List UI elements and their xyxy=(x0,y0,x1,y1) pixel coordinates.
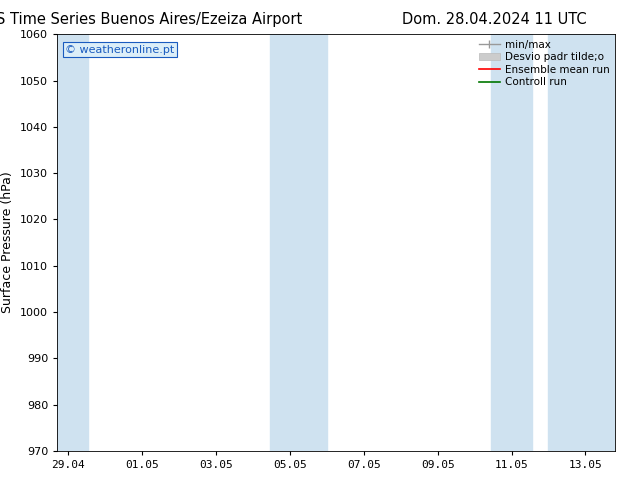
Text: Dom. 28.04.2024 11 UTC: Dom. 28.04.2024 11 UTC xyxy=(402,12,587,27)
Bar xyxy=(269,34,327,451)
Text: © weatheronline.pt: © weatheronline.pt xyxy=(65,45,175,55)
Bar xyxy=(548,34,615,451)
Text: ENS Time Series Buenos Aires/Ezeiza Airport: ENS Time Series Buenos Aires/Ezeiza Airp… xyxy=(0,12,302,27)
Bar xyxy=(57,34,89,451)
Y-axis label: Surface Pressure (hPa): Surface Pressure (hPa) xyxy=(1,172,15,314)
Bar xyxy=(491,34,532,451)
Legend: min/max, Desvio padr tilde;o, Ensemble mean run, Controll run: min/max, Desvio padr tilde;o, Ensemble m… xyxy=(476,36,613,91)
